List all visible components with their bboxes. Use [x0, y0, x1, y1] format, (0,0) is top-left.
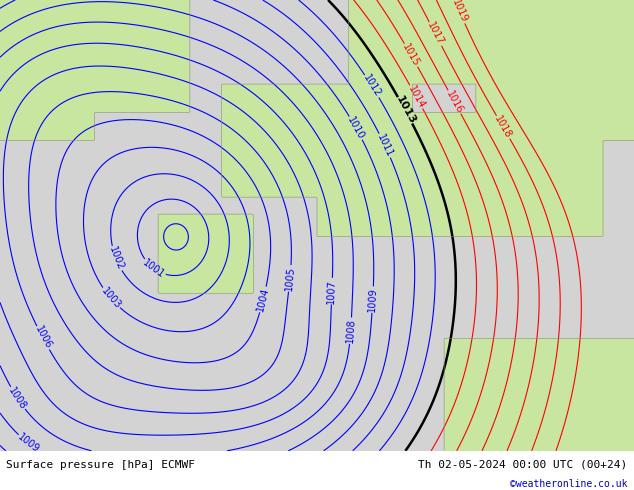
Text: 1005: 1005 [284, 266, 296, 291]
Text: 1010: 1010 [346, 115, 366, 141]
Text: Th 02-05-2024 00:00 UTC (00+24): Th 02-05-2024 00:00 UTC (00+24) [418, 460, 628, 469]
Text: 1009: 1009 [16, 432, 41, 455]
Text: ©weatheronline.co.uk: ©weatheronline.co.uk [510, 479, 628, 489]
Text: 1008: 1008 [6, 385, 29, 411]
Text: 1001: 1001 [141, 257, 167, 280]
Text: 1016: 1016 [444, 89, 465, 115]
Text: 1006: 1006 [33, 325, 53, 351]
Text: 1011: 1011 [375, 132, 394, 159]
Text: 1012: 1012 [361, 73, 383, 99]
Text: 1019: 1019 [450, 0, 469, 24]
Text: 1017: 1017 [425, 21, 446, 47]
Text: 1009: 1009 [367, 287, 378, 312]
Text: Surface pressure [hPa] ECMWF: Surface pressure [hPa] ECMWF [6, 460, 195, 469]
Text: 1007: 1007 [327, 279, 337, 304]
Text: 1003: 1003 [99, 286, 122, 311]
Text: 1018: 1018 [493, 114, 514, 140]
Text: 1002: 1002 [107, 245, 125, 272]
Text: 1008: 1008 [345, 318, 356, 343]
Text: 1015: 1015 [401, 42, 422, 68]
Text: 1014: 1014 [406, 84, 427, 110]
Text: 1004: 1004 [256, 287, 271, 313]
Text: 1013: 1013 [394, 95, 417, 126]
